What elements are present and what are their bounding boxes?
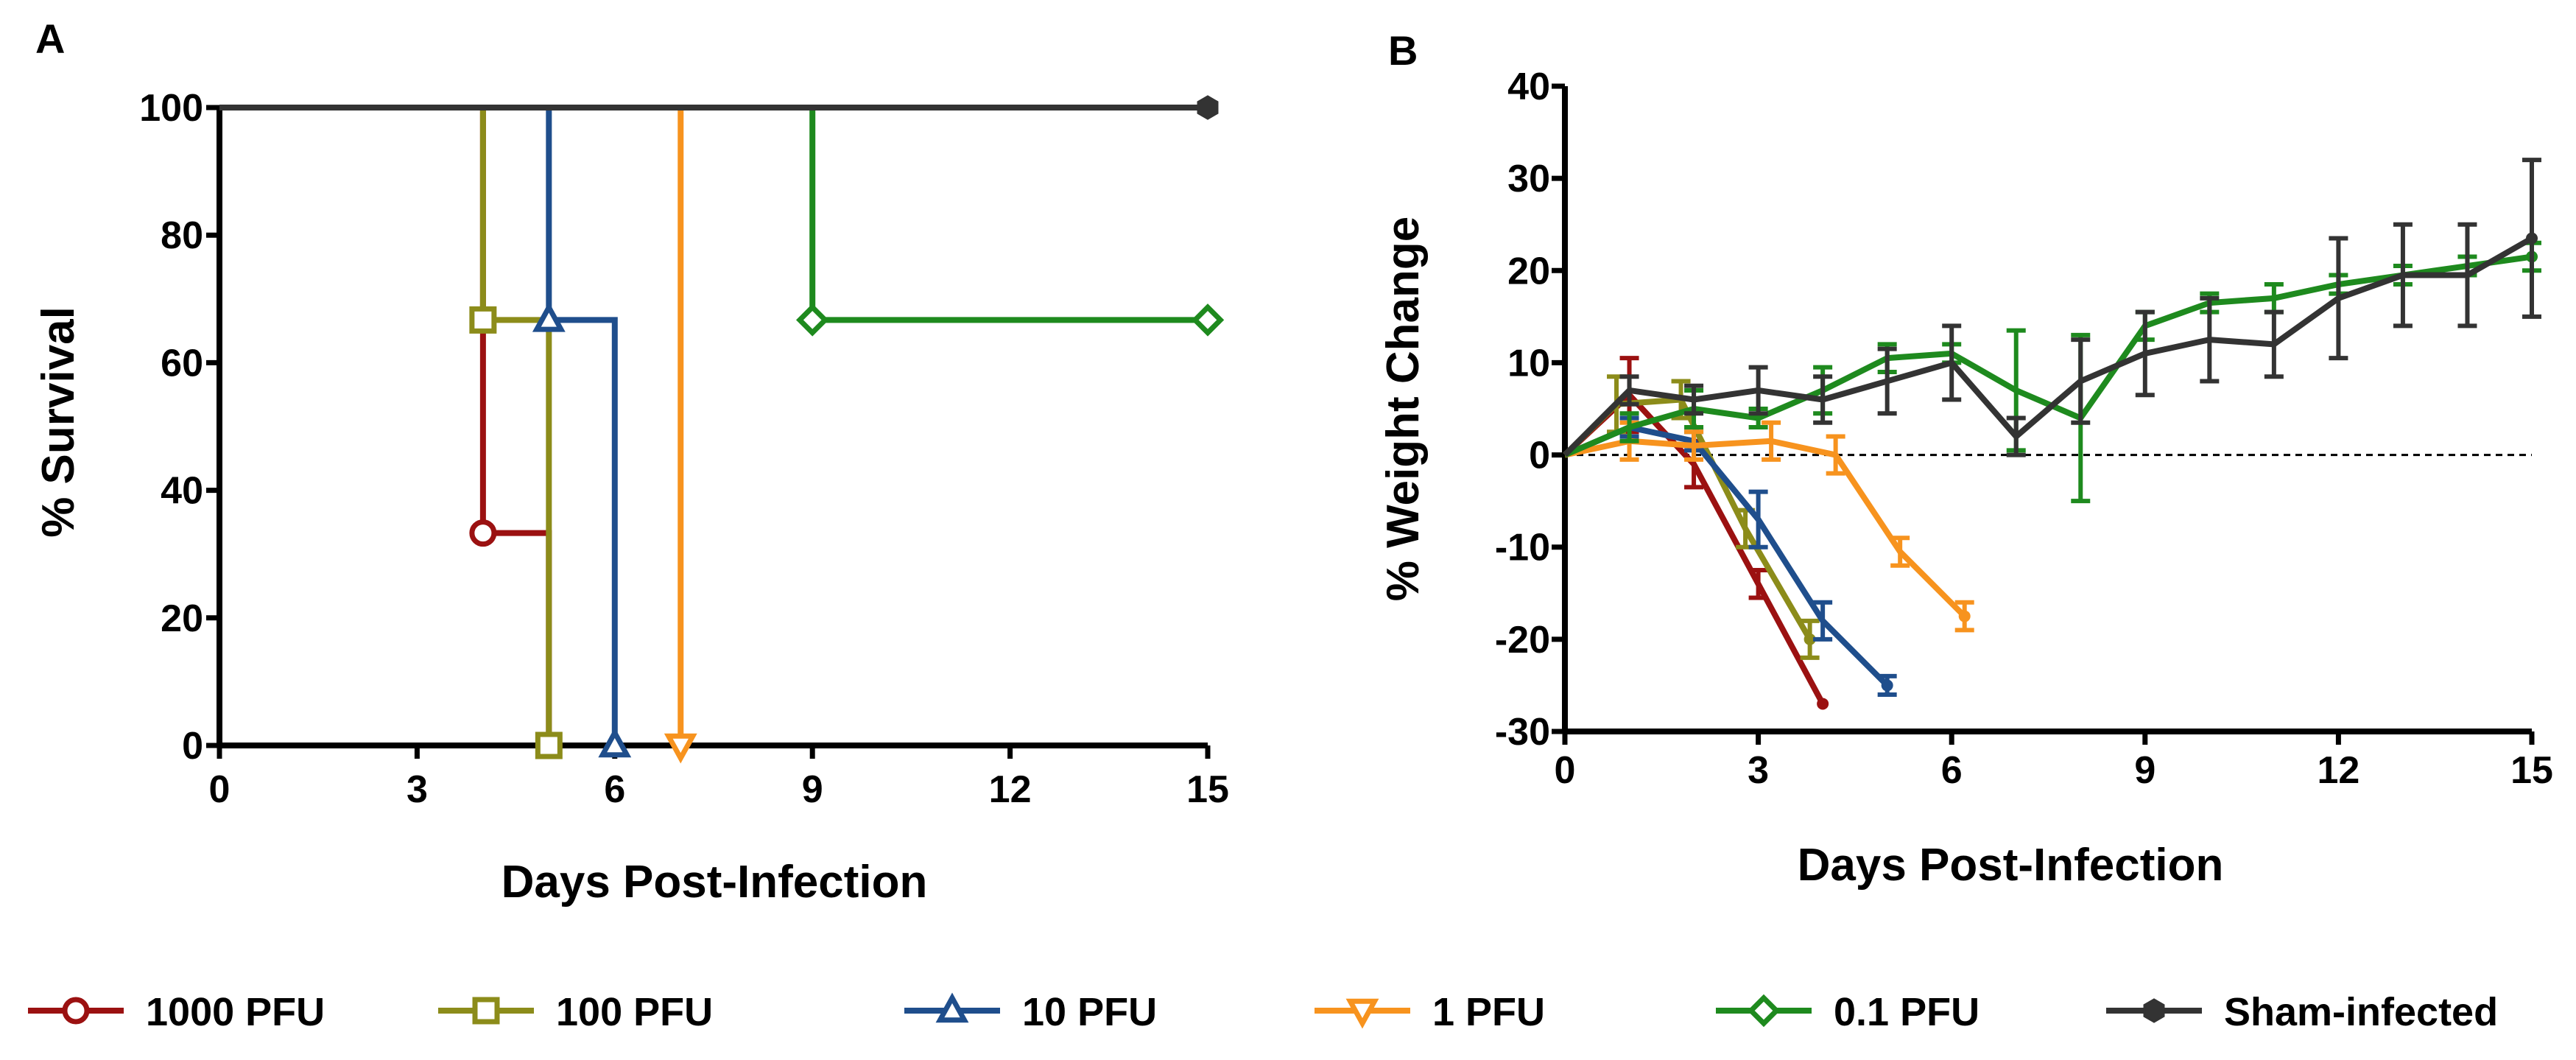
weight-endpoint-sham-infected [2526,232,2538,245]
survival-point-100-pfu [469,306,497,334]
survival-point-1000-pfu [469,519,497,547]
legend-label: 1000 PFU [146,990,325,1034]
survival-line-1000-pfu [219,105,552,745]
weight-endpoint-1000-pfu [1817,698,1829,710]
survival-x-tick-label: 15 [1186,768,1229,811]
weight-x-tick-label: 9 [2134,749,2156,792]
legend-marker-100-pfu [472,997,500,1025]
weight-x-tick-label: 15 [2510,749,2553,792]
legend-item-1000-pfu: 1000 PFU [28,990,325,1034]
weight-x-tick-label: 3 [1748,749,1769,792]
legend-label: 10 PFU [1022,990,1157,1034]
survival-point-100-pfu [535,731,563,759]
survival-x-tick-label: 3 [407,768,428,811]
weight-y-tick-label: -30 [1495,711,1550,754]
panel-a-letter: A [35,15,65,62]
survival-line-0-1-pfu [219,105,1208,323]
survival-x-tick-label: 9 [802,768,823,811]
weight-y-tick-label: 10 [1507,342,1550,385]
legend-item-10-pfu: 10 PFU [904,990,1157,1034]
legend-label: 1 PFU [1432,990,1545,1034]
panel-b-letter: B [1388,27,1418,74]
legend-marker-1000-pfu [62,997,90,1025]
survival-point-10-pfu [598,727,632,758]
legend-item-1-pfu: 1 PFU [1315,990,1545,1034]
survival-point-1-pfu [664,733,697,764]
weight-line-0-1-pfu [1563,253,2533,458]
survival-line-1-pfu [219,105,684,745]
weight-panel: B 0 3 6 9 12 15 -30 -20 -10 0 10 20 30 40 Days Post-I… [1378,27,2553,891]
legend-item-0-1-pfu: 0.1 PFU [1716,990,1979,1034]
survival-panel: A 0 3 6 9 12 15 0 20 40 60 80 100 Days Post-Infecti… [33,15,1229,908]
weight-y-tick-label: 0 [1529,435,1550,477]
weight-x-tick-label: 0 [1555,749,1576,792]
weight-plot-area: 0 3 6 9 12 15 -30 -20 -10 0 10 20 30 40 [1495,66,2553,792]
weight-y-tick-label: 40 [1507,66,1550,108]
survival-y-tick-label: 0 [182,725,203,768]
legend-marker-1-pfu [1345,998,1379,1029]
survival-y-axis-label: % Survival [33,306,84,538]
legend-marker-10-pfu [935,992,969,1023]
survival-point-sham-infected [1197,95,1219,120]
survival-plot-area: 0 3 6 9 12 15 0 20 40 60 80 100 [139,87,1229,811]
survival-point-0-1-pfu [1191,303,1225,337]
weight-endpoint-1-pfu [1958,610,1971,622]
legend-item-sham-infected: Sham-infected [2106,990,2498,1034]
weight-endpoint-10-pfu [1881,679,1893,692]
weight-y-axis-label: % Weight Change [1378,217,1429,601]
legend: 1000 PFU 100 PFU 10 PFU 1 PFU 0.1 PFU Sham-in… [28,990,2498,1034]
weight-line-sham-infected [1563,236,2533,457]
survival-x-tick-label: 0 [209,768,230,811]
survival-x-tick-label: 12 [989,768,1032,811]
survival-point-10-pfu [532,301,566,332]
weight-x-tick-label: 12 [2317,749,2359,792]
survival-x-tick-label: 6 [604,768,625,811]
legend-label: Sham-infected [2224,990,2498,1034]
survival-line-100-pfu [219,105,552,745]
weight-x-axis-label: Days Post-Infection [1798,840,2224,891]
weight-line-10-pfu [1563,424,1890,688]
legend-item-100-pfu: 100 PFU [438,990,713,1034]
weight-y-tick-label: 20 [1507,250,1550,292]
weight-y-tick-label: -20 [1495,619,1550,661]
legend-marker-0-1-pfu [1747,994,1781,1028]
legend-label: 100 PFU [556,990,713,1034]
survival-y-tick-label: 80 [161,214,203,257]
survival-y-tick-label: 20 [161,597,203,640]
legend-label: 0.1 PFU [1834,990,1979,1034]
survival-y-tick-label: 60 [161,342,203,385]
weight-x-tick-label: 6 [1941,749,1963,792]
weight-y-tick-label: -10 [1495,527,1550,569]
survival-point-0-1-pfu [796,303,829,337]
survival-y-tick-label: 40 [161,470,203,513]
legend-marker-sham-infected [2143,998,2165,1023]
weight-endpoint-100-pfu [1803,633,1816,645]
survival-line-10-pfu [219,105,618,745]
weight-y-tick-label: 30 [1507,158,1550,200]
survival-y-tick-label: 100 [139,87,203,130]
survival-x-axis-label: Days Post-Infection [502,857,928,908]
